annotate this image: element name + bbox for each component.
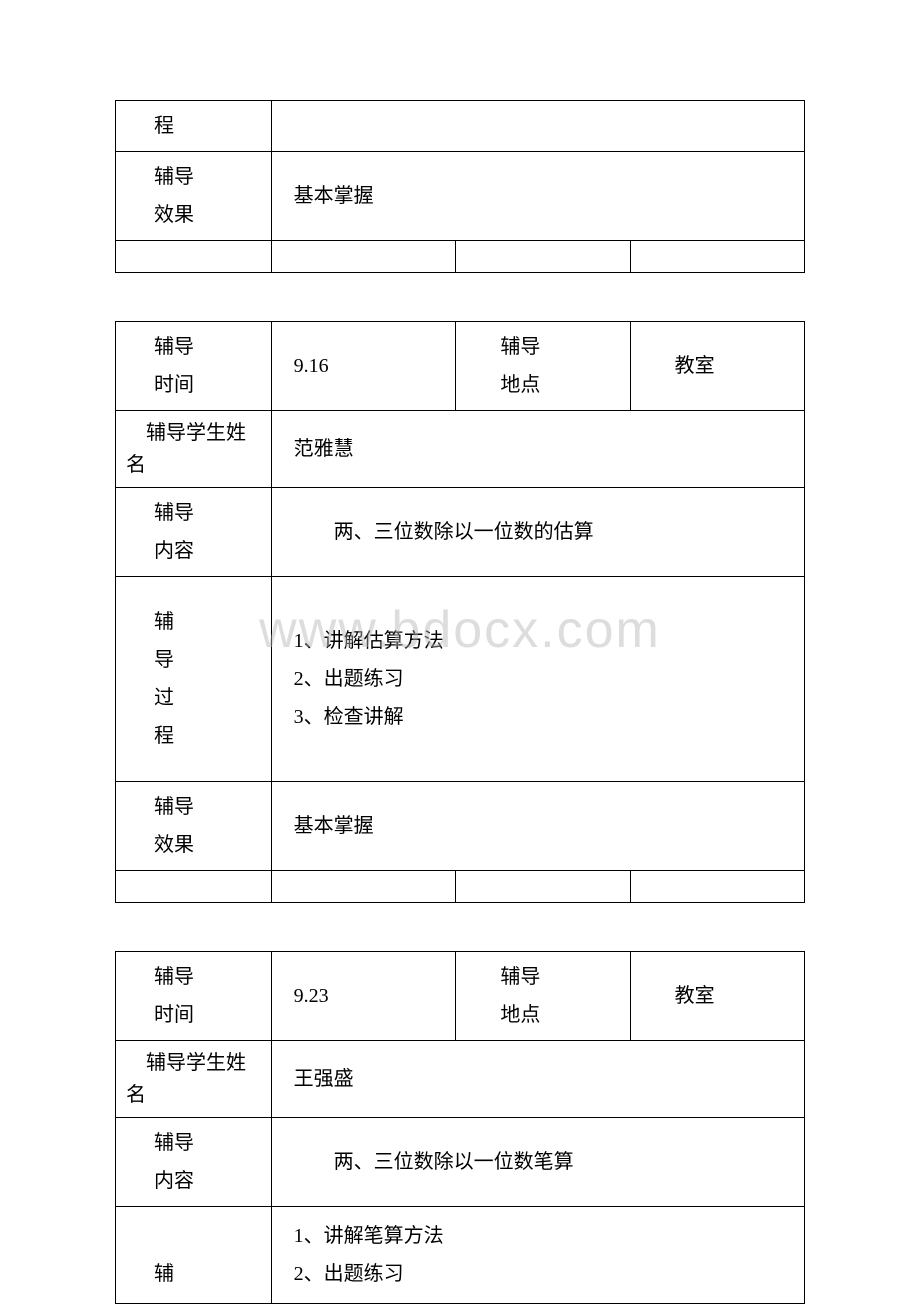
place-value: 教室	[630, 322, 804, 411]
label-line: 效果	[154, 196, 267, 234]
label-line: 辅导学生姓	[126, 1047, 265, 1079]
table-row: 程	[116, 101, 805, 152]
result-label: 辅导 效果	[116, 782, 272, 871]
place-value: 教室	[630, 952, 804, 1041]
table-row	[116, 871, 805, 903]
student-name-label: 辅导学生姓 名	[116, 411, 272, 488]
table-3: 辅导 时间 9.23 辅导 地点 教室 辅导学生姓 名 王强盛 辅导 内容 两、…	[115, 951, 805, 1304]
label-line: 辅	[154, 1255, 267, 1293]
empty-cell	[271, 241, 456, 273]
label-line: 内容	[154, 1162, 267, 1200]
table-row: 辅导学生姓 名 范雅慧	[116, 411, 805, 488]
label-line: 辅导	[500, 328, 625, 366]
place-label: 辅导 地点	[456, 952, 630, 1041]
student-name-value: 王强盛	[271, 1041, 804, 1118]
label-line: 内容	[154, 532, 267, 570]
process-label: 辅 导 过 程	[116, 577, 272, 782]
table-row: 辅导 时间 9.16 辅导 地点 教室	[116, 322, 805, 411]
table-row: 辅导学生姓 名 王强盛	[116, 1041, 805, 1118]
label-line: 名	[126, 449, 265, 481]
label-line: 辅导学生姓	[126, 417, 265, 449]
student-name-label: 辅导学生姓 名	[116, 1041, 272, 1118]
tutoring-record-1: 程 辅导 效果 基本掌握	[115, 100, 805, 273]
table-row: 辅导 效果 基本掌握	[116, 152, 805, 241]
process-value: 1、讲解估算方法 2、出题练习 3、检查讲解	[271, 577, 804, 782]
tutoring-record-3: 辅导 时间 9.23 辅导 地点 教室 辅导学生姓 名 王强盛 辅导 内容 两、…	[115, 951, 805, 1304]
label-line: 辅导	[154, 1124, 267, 1162]
label-line: 辅导	[154, 788, 267, 826]
label-line: 时间	[154, 996, 267, 1034]
table-row: 辅导 内容 两、三位数除以一位数笔算	[116, 1118, 805, 1207]
table-2: 辅导 时间 9.16 辅导 地点 教室 辅导学生姓 名 范雅慧 辅导 内容 两、…	[115, 321, 805, 903]
table-row: 辅导 效果 基本掌握	[116, 782, 805, 871]
time-value: 9.16	[271, 322, 456, 411]
label-line: 辅导	[500, 958, 625, 996]
empty-cell	[456, 871, 630, 903]
result-label: 辅导 效果	[116, 152, 272, 241]
process-line: 1、讲解笔算方法	[294, 1217, 800, 1255]
label-line: 名	[126, 1079, 265, 1111]
label-line: 辅导	[154, 158, 267, 196]
content-label: 辅导 内容	[116, 488, 272, 577]
result-value: 基本掌握	[271, 782, 804, 871]
table-row: 辅 1、讲解笔算方法 2、出题练习	[116, 1207, 805, 1304]
label-line: 辅导	[154, 958, 267, 996]
result-value: 基本掌握	[271, 152, 804, 241]
student-name-value: 范雅慧	[271, 411, 804, 488]
label-line: 辅	[154, 603, 267, 641]
table-row: 辅导 内容 两、三位数除以一位数的估算	[116, 488, 805, 577]
process-label: 辅	[116, 1207, 272, 1304]
process-line: 1、讲解估算方法	[294, 622, 800, 660]
time-label: 辅导 时间	[116, 952, 272, 1041]
process-value: 1、讲解笔算方法 2、出题练习	[271, 1207, 804, 1304]
label-line: 效果	[154, 826, 267, 864]
empty-cell	[116, 871, 272, 903]
time-value: 9.23	[271, 952, 456, 1041]
label-line: 辅导	[154, 494, 267, 532]
process-label-cont: 程	[116, 101, 272, 152]
empty-cell	[271, 101, 804, 152]
process-line: 2、出题练习	[294, 1255, 800, 1293]
label-line: 导	[154, 641, 267, 679]
label-line: 时间	[154, 366, 267, 404]
place-label: 辅导 地点	[456, 322, 630, 411]
table-row: 辅导 时间 9.23 辅导 地点 教室	[116, 952, 805, 1041]
label-line: 地点	[500, 366, 625, 404]
process-line: 3、检查讲解	[294, 698, 800, 736]
empty-cell	[456, 241, 630, 273]
empty-cell	[271, 871, 456, 903]
process-line: 2、出题练习	[294, 660, 800, 698]
tutoring-record-2: 辅导 时间 9.16 辅导 地点 教室 辅导学生姓 名 范雅慧 辅导 内容 两、…	[115, 321, 805, 903]
label-line: 程	[154, 717, 267, 755]
content-value: 两、三位数除以一位数的估算	[271, 488, 804, 577]
table-row: 辅 导 过 程 1、讲解估算方法 2、出题练习 3、检查讲解	[116, 577, 805, 782]
table-row	[116, 241, 805, 273]
label-line: 地点	[500, 996, 625, 1034]
empty-cell	[630, 871, 804, 903]
label-line: 过	[154, 679, 267, 717]
table-1: 程 辅导 效果 基本掌握	[115, 100, 805, 273]
empty-cell	[630, 241, 804, 273]
label-line: 辅导	[154, 328, 267, 366]
content-value: 两、三位数除以一位数笔算	[271, 1118, 804, 1207]
empty-cell	[116, 241, 272, 273]
time-label: 辅导 时间	[116, 322, 272, 411]
content-label: 辅导 内容	[116, 1118, 272, 1207]
